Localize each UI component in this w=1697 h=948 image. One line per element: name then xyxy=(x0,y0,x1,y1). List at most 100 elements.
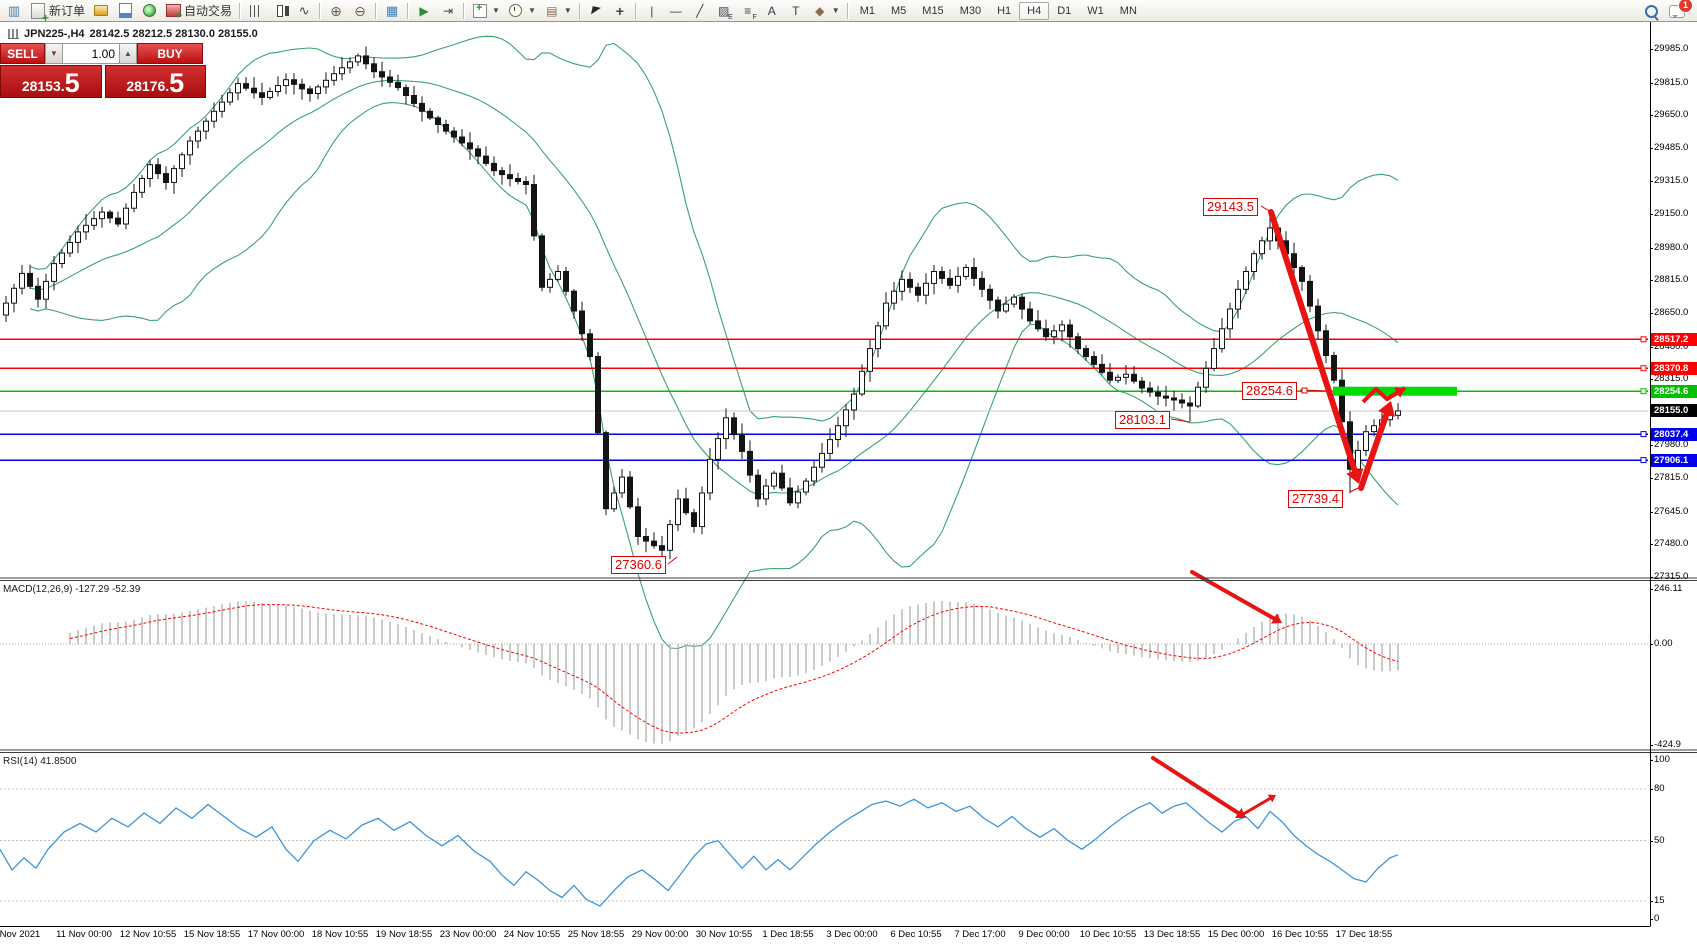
timeframe-m1[interactable]: M1 xyxy=(859,4,875,17)
price-axis-tick[interactable]: 28480.0 xyxy=(1654,341,1689,352)
trendline-button[interactable]: ╱ xyxy=(688,1,712,21)
macd-axis-tick[interactable]: 0.00 xyxy=(1654,638,1673,649)
text-button[interactable]: A xyxy=(760,1,784,21)
vertical-line-icon: | xyxy=(650,3,654,18)
price-axis-tick[interactable]: 27480.0 xyxy=(1654,538,1689,549)
arrows-button[interactable]: ◆ ▼ xyxy=(808,1,844,21)
timeframe-h1[interactable]: H1 xyxy=(997,4,1012,17)
time-axis-label[interactable]: 9 Dec 00:00 xyxy=(1018,929,1070,940)
text-label-button[interactable]: T xyxy=(784,1,808,21)
time-axis-label[interactable]: 16 Dec 10:55 xyxy=(1271,929,1329,940)
price-axis-tick[interactable]: 27815.0 xyxy=(1654,472,1689,483)
tile-windows-button[interactable]: ▦ xyxy=(380,1,404,21)
time-axis-label[interactable]: 17 Nov 00:00 xyxy=(247,929,305,940)
time-axis-label[interactable]: 6 Dec 10:55 xyxy=(890,929,942,940)
price-axis-tick[interactable]: 27980.0 xyxy=(1654,439,1689,450)
volume-input[interactable] xyxy=(63,43,119,64)
price-axis-tick[interactable]: 29315.0 xyxy=(1654,175,1689,186)
time-axis-label[interactable]: 30 Nov 10:55 xyxy=(695,929,753,940)
volume-decrease-button[interactable]: ▼ xyxy=(45,43,63,64)
price-axis-tick[interactable]: 28815.0 xyxy=(1654,274,1689,285)
time-axis-label[interactable]: 19 Nov 18:55 xyxy=(375,929,433,940)
time-axis-label[interactable]: 1 Dec 18:55 xyxy=(762,929,814,940)
timeframe-m15[interactable]: M15 xyxy=(922,4,944,17)
time-axis-label[interactable]: 15 Dec 00:00 xyxy=(1207,929,1265,940)
price-level-label: 28254.6 xyxy=(1651,385,1697,398)
rsi-axis-tick[interactable]: 15 xyxy=(1654,895,1665,906)
time-axis-label[interactable]: 3 Dec 00:00 xyxy=(826,929,878,940)
window-icon[interactable]: ▥ xyxy=(2,1,26,21)
timeframe-d1[interactable]: D1 xyxy=(1057,4,1072,17)
cursor-button[interactable]: ◤ xyxy=(584,1,608,21)
macd-axis-tick[interactable]: -424.9 xyxy=(1654,739,1681,750)
time-axis-label[interactable]: 24 Nov 10:55 xyxy=(503,929,561,940)
price-axis-tick[interactable]: 27645.0 xyxy=(1654,506,1689,517)
time-axis-label[interactable]: 12 Nov 10:55 xyxy=(119,929,177,940)
crosshair-button[interactable]: + xyxy=(608,1,632,21)
equidistant-channel-button[interactable]: ▨ xyxy=(712,1,736,21)
timeframe-w1[interactable]: W1 xyxy=(1087,4,1104,17)
time-axis-label[interactable]: 13 Dec 18:55 xyxy=(1143,929,1201,940)
time-axis-label[interactable]: 17 Dec 18:55 xyxy=(1335,929,1393,940)
notification-badge[interactable]: 1 xyxy=(1678,0,1693,13)
zoom-out-button[interactable]: ⊖ xyxy=(348,1,372,21)
zoom-in-button[interactable]: ⊕ xyxy=(324,1,348,21)
time-axis-label[interactable]: 15 Nov 18:55 xyxy=(183,929,241,940)
time-axis-label[interactable]: 23 Nov 00:00 xyxy=(439,929,497,940)
candlestick-chart-button[interactable] xyxy=(268,1,292,21)
vertical-line-button[interactable]: | xyxy=(640,1,664,21)
indicators-button[interactable]: ▼ xyxy=(468,1,504,21)
depth-of-market-icon[interactable] xyxy=(89,1,113,21)
auto-scroll-button[interactable]: ▶ xyxy=(412,1,436,21)
volume-increase-button[interactable]: ▲ xyxy=(119,43,137,64)
horizontal-line-icon: — xyxy=(669,3,682,18)
bar-chart-button[interactable] xyxy=(244,1,268,21)
price-axis-tick[interactable]: 29650.0 xyxy=(1654,109,1689,120)
timeframe-m5[interactable]: M5 xyxy=(891,4,907,17)
time-axis-label[interactable]: 25 Nov 18:55 xyxy=(567,929,625,940)
timeframe-m30[interactable]: M30 xyxy=(959,4,982,17)
timeframe-h4[interactable]: H4 xyxy=(1019,1,1050,20)
time-axis-label[interactable]: 29 Nov 00:00 xyxy=(631,929,689,940)
timeframe-mn[interactable]: MN xyxy=(1119,4,1137,17)
price-axis-tick[interactable]: 27315.0 xyxy=(1654,571,1689,582)
price-axis-tick[interactable]: 29815.0 xyxy=(1654,77,1689,88)
time-axis-label[interactable]: 7 Dec 17:00 xyxy=(954,929,1006,940)
price-axis-tick[interactable]: 29485.0 xyxy=(1654,142,1689,153)
tile-windows-icon: ▦ xyxy=(385,3,399,18)
periods-button[interactable]: ▼ xyxy=(504,1,540,21)
price-callout: 28254.6 xyxy=(1242,382,1297,400)
market-watch-icon[interactable] xyxy=(113,1,137,21)
time-axis-label[interactable]: 18 Nov 10:55 xyxy=(311,929,369,940)
price-axis-tick[interactable]: 29150.0 xyxy=(1654,208,1689,219)
rsi-axis-tick[interactable]: 0 xyxy=(1654,913,1660,924)
chart-shift-button[interactable]: ⇥ xyxy=(436,1,460,21)
chat-icon[interactable]: 1 xyxy=(1669,0,1693,19)
fibonacci-button[interactable]: ≡ xyxy=(736,1,760,21)
buy-button[interactable]: BUY xyxy=(137,43,203,64)
buy-price-panel[interactable]: 28176. 5 xyxy=(104,65,206,98)
search-icon[interactable] xyxy=(1643,3,1659,19)
rsi-axis-tick[interactable]: 80 xyxy=(1654,783,1665,794)
signals-icon[interactable] xyxy=(137,1,161,21)
line-chart-button[interactable]: ∿ xyxy=(292,1,316,21)
rsi-axis-tick[interactable]: 50 xyxy=(1654,835,1665,846)
time-axis-label[interactable]: 10 Dec 10:55 xyxy=(1079,929,1137,940)
price-axis-tick[interactable]: 28650.0 xyxy=(1654,307,1689,318)
price-axis-tick[interactable]: 28980.0 xyxy=(1654,242,1689,253)
price-axis-tick[interactable]: 29985.0 xyxy=(1654,43,1689,54)
sell-button[interactable]: SELL xyxy=(0,43,45,64)
horizontal-line-button[interactable]: — xyxy=(664,1,688,21)
macd-axis-tick[interactable]: 246.11 xyxy=(1654,583,1683,594)
rsi-axis-tick[interactable]: 100 xyxy=(1654,754,1670,765)
auto-trading-button[interactable]: 自动交易 xyxy=(161,1,236,21)
price-level-label: 27906.1 xyxy=(1651,454,1697,467)
time-axis-label[interactable]: Nov 2021 xyxy=(0,929,41,940)
templates-button[interactable]: ▤ ▼ xyxy=(540,1,576,21)
sell-price-panel[interactable]: 28153. 5 xyxy=(0,65,102,98)
price-axis-tick[interactable]: 28315.0 xyxy=(1654,373,1689,384)
new-order-button[interactable]: 新订单 xyxy=(26,1,89,24)
time-axis-label[interactable]: 11 Nov 00:00 xyxy=(56,929,112,940)
